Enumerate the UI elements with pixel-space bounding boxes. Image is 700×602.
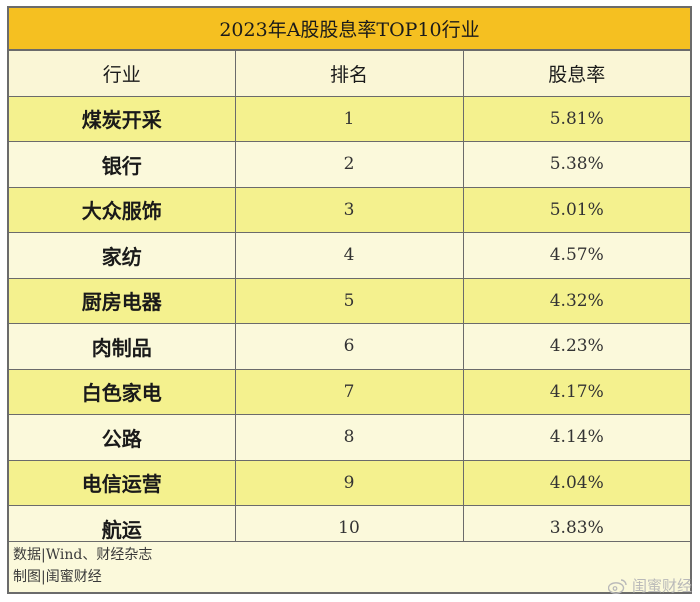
industry-cell: 银行 (9, 141, 236, 188)
table-row: 厨房电器 5 4.32% (9, 277, 690, 324)
yield-cell: 4.04% (462, 459, 690, 506)
rank-cell: 9 (234, 459, 464, 506)
rank-cell: 1 (234, 95, 464, 142)
watermark: 闺蜜财经 (607, 575, 692, 596)
industry-cell: 肉制品 (9, 323, 236, 370)
industry-cell: 家纺 (9, 232, 236, 279)
weibo-icon (607, 578, 627, 594)
rank-cell: 6 (234, 323, 464, 370)
rank-cell: 4 (234, 232, 464, 279)
table-title: 2023年A股股息率TOP10行业 (9, 8, 690, 50)
yield-cell: 4.14% (462, 414, 690, 461)
watermark-text: 闺蜜财经 (631, 577, 692, 595)
rank-cell: 5 (234, 277, 464, 324)
industry-cell: 电信运营 (9, 459, 236, 506)
table-row: 白色家电 7 4.17% (9, 368, 690, 415)
table-card: 2023年A股股息率TOP10行业 行业 排名 股息率 煤炭开采 1 5.81% 银行… (7, 6, 692, 594)
table-row: 银行 2 5.38% (9, 141, 690, 188)
industry-cell: 煤炭开采 (9, 95, 236, 142)
header-row: 行业 排名 股息率 (9, 50, 690, 97)
header-rank: 排名 (234, 50, 464, 97)
industry-cell: 航运 (9, 505, 236, 552)
rank-cell: 3 (234, 186, 464, 233)
table-row: 肉制品 6 4.23% (9, 323, 690, 370)
industry-cell: 公路 (9, 414, 236, 461)
credit-note: 制图|闺蜜财经 (13, 569, 102, 585)
rank-cell: 2 (234, 141, 464, 188)
industry-cell: 厨房电器 (9, 277, 236, 324)
yield-cell: 4.57% (462, 232, 690, 279)
footer-notes: 数据|Wind、财经杂志 制图|闺蜜财经 (9, 541, 690, 592)
yield-cell: 4.23% (462, 323, 690, 370)
yield-cell: 5.01% (462, 186, 690, 233)
yield-cell: 5.81% (462, 95, 690, 142)
industry-cell: 白色家电 (9, 368, 236, 415)
header-industry: 行业 (9, 50, 236, 97)
yield-cell: 4.17% (462, 368, 690, 415)
industry-cell: 大众服饰 (9, 186, 236, 233)
table-row: 家纺 4 4.57% (9, 232, 690, 279)
dividend-table: 行业 排名 股息率 煤炭开采 1 5.81% 银行 2 5.38% 大众服饰 3 5.01% 家纺… (9, 50, 690, 552)
rank-cell: 7 (234, 368, 464, 415)
table-row: 大众服饰 3 5.01% (9, 186, 690, 233)
source-note: 数据|Wind、财经杂志 (13, 547, 153, 563)
header-yield: 股息率 (462, 50, 690, 97)
table-row: 公路 8 4.14% (9, 414, 690, 461)
yield-cell: 5.38% (462, 141, 690, 188)
rank-cell: 8 (234, 414, 464, 461)
table-row: 煤炭开采 1 5.81% (9, 95, 690, 142)
table-row: 电信运营 9 4.04% (9, 459, 690, 506)
yield-cell: 4.32% (462, 277, 690, 324)
